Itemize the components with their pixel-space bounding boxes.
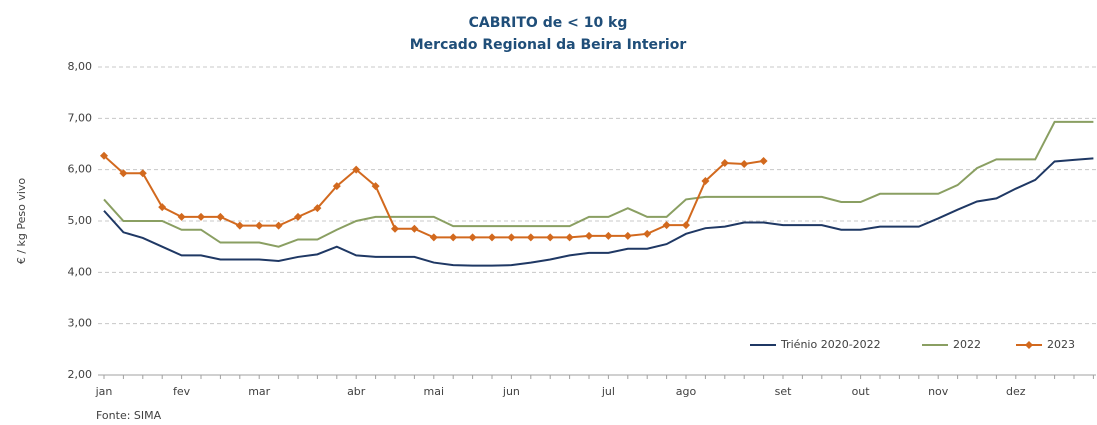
y-tick-label: 7,00 bbox=[68, 111, 93, 124]
point bbox=[740, 160, 749, 169]
point bbox=[449, 233, 458, 242]
point bbox=[371, 182, 380, 191]
point bbox=[119, 169, 128, 178]
x-tick-label: jan bbox=[95, 385, 113, 398]
point bbox=[410, 224, 419, 233]
y-tick-label: 3,00 bbox=[68, 317, 93, 330]
x-tick-label: fev bbox=[173, 385, 191, 398]
x-tick-label: ago bbox=[676, 385, 697, 398]
point bbox=[138, 169, 147, 178]
point bbox=[294, 212, 302, 221]
point bbox=[526, 233, 535, 242]
point bbox=[565, 233, 574, 242]
point bbox=[546, 233, 555, 242]
legend-marker bbox=[1025, 341, 1033, 349]
x-tick-label: nov bbox=[928, 385, 949, 398]
chart-title: CABRITO de < 10 kg bbox=[469, 15, 628, 31]
point bbox=[235, 221, 244, 230]
point bbox=[682, 221, 690, 230]
y-tick-label: 2,00 bbox=[68, 368, 93, 381]
x-tick-label: abr bbox=[347, 385, 366, 398]
point bbox=[585, 231, 593, 240]
legend-label: 2022 bbox=[953, 338, 981, 351]
point bbox=[100, 151, 108, 160]
point bbox=[643, 229, 652, 238]
y-axis-label: € / kg Peso vivo bbox=[15, 178, 28, 265]
point bbox=[313, 204, 322, 213]
point bbox=[216, 212, 225, 221]
x-tick-label: mar bbox=[248, 385, 270, 398]
point bbox=[468, 233, 477, 242]
point bbox=[197, 212, 205, 221]
point bbox=[623, 231, 632, 240]
y-tick-label: 8,00 bbox=[68, 60, 93, 73]
point bbox=[701, 176, 710, 185]
y-tick-label: 4,00 bbox=[68, 265, 93, 278]
point bbox=[507, 233, 516, 242]
point bbox=[662, 221, 671, 230]
point bbox=[604, 231, 613, 240]
y-tick-label: 5,00 bbox=[68, 214, 93, 227]
series-line bbox=[103, 120, 1094, 248]
source: Fonte: SIMA bbox=[96, 409, 162, 422]
point bbox=[429, 233, 438, 242]
point bbox=[177, 212, 186, 221]
legend-label: Triénio 2020-2022 bbox=[780, 338, 881, 351]
x-tick-label: dez bbox=[1006, 385, 1026, 398]
legend-label: 2023 bbox=[1047, 338, 1075, 351]
x-tick-label: mai bbox=[424, 385, 445, 398]
series-line bbox=[103, 157, 1094, 267]
x-tick-label: jul bbox=[601, 385, 615, 398]
chart-subtitle: Mercado Regional da Beira Interior bbox=[410, 37, 687, 53]
point bbox=[158, 203, 167, 212]
point bbox=[255, 221, 264, 230]
x-tick-label: jun bbox=[502, 385, 520, 398]
point bbox=[391, 224, 399, 233]
x-tick-label: set bbox=[775, 385, 792, 398]
y-tick-label: 6,00 bbox=[68, 163, 93, 176]
point bbox=[352, 165, 361, 174]
point bbox=[759, 156, 768, 165]
x-tick-label: out bbox=[852, 385, 871, 398]
point bbox=[720, 158, 729, 167]
point bbox=[488, 233, 496, 242]
point bbox=[274, 221, 283, 230]
point bbox=[332, 182, 341, 191]
